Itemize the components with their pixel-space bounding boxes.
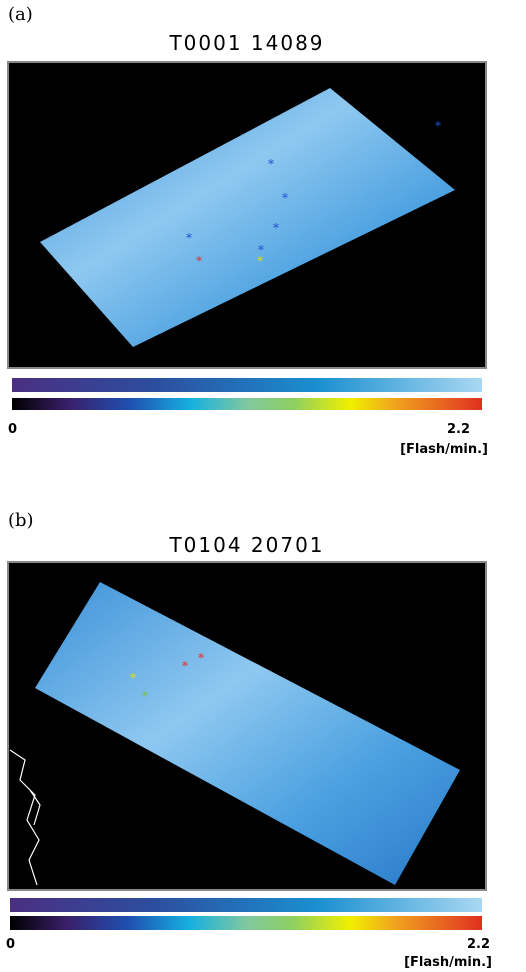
scale-unit: [Flash/min.] (404, 955, 492, 970)
color-bar (12, 378, 482, 392)
svg-text:*: * (198, 651, 204, 665)
panel-title: T0001 14089 (168, 31, 324, 55)
scale-unit: [Flash/min.] (400, 442, 488, 457)
panel-label: (a) (8, 4, 33, 25)
svg-text:*: * (186, 231, 192, 245)
scale-max: 2.2 (467, 937, 490, 952)
panel-title: T0104 20701 (168, 533, 324, 557)
scale-min: 0 (6, 937, 15, 952)
svg-text:*: * (182, 659, 188, 673)
figure: (a) T0001 14089 * * * * * * * * 0 2.2 [Flash/… (0, 0, 526, 972)
svg-text:*: * (282, 191, 288, 205)
svg-text:*: * (257, 254, 263, 268)
scale-max: 2.2 (447, 422, 470, 437)
svg-text:*: * (130, 671, 136, 685)
panel-label: (b) (8, 510, 34, 531)
color-bar (10, 898, 482, 912)
svg-text:*: * (435, 119, 441, 133)
color-bar (10, 916, 482, 930)
svg-text:*: * (268, 157, 274, 171)
scale-min: 0 (8, 422, 17, 437)
svg-text:*: * (196, 254, 202, 268)
svg-text:*: * (142, 689, 148, 703)
svg-text:*: * (273, 221, 279, 235)
color-bar (12, 398, 482, 410)
